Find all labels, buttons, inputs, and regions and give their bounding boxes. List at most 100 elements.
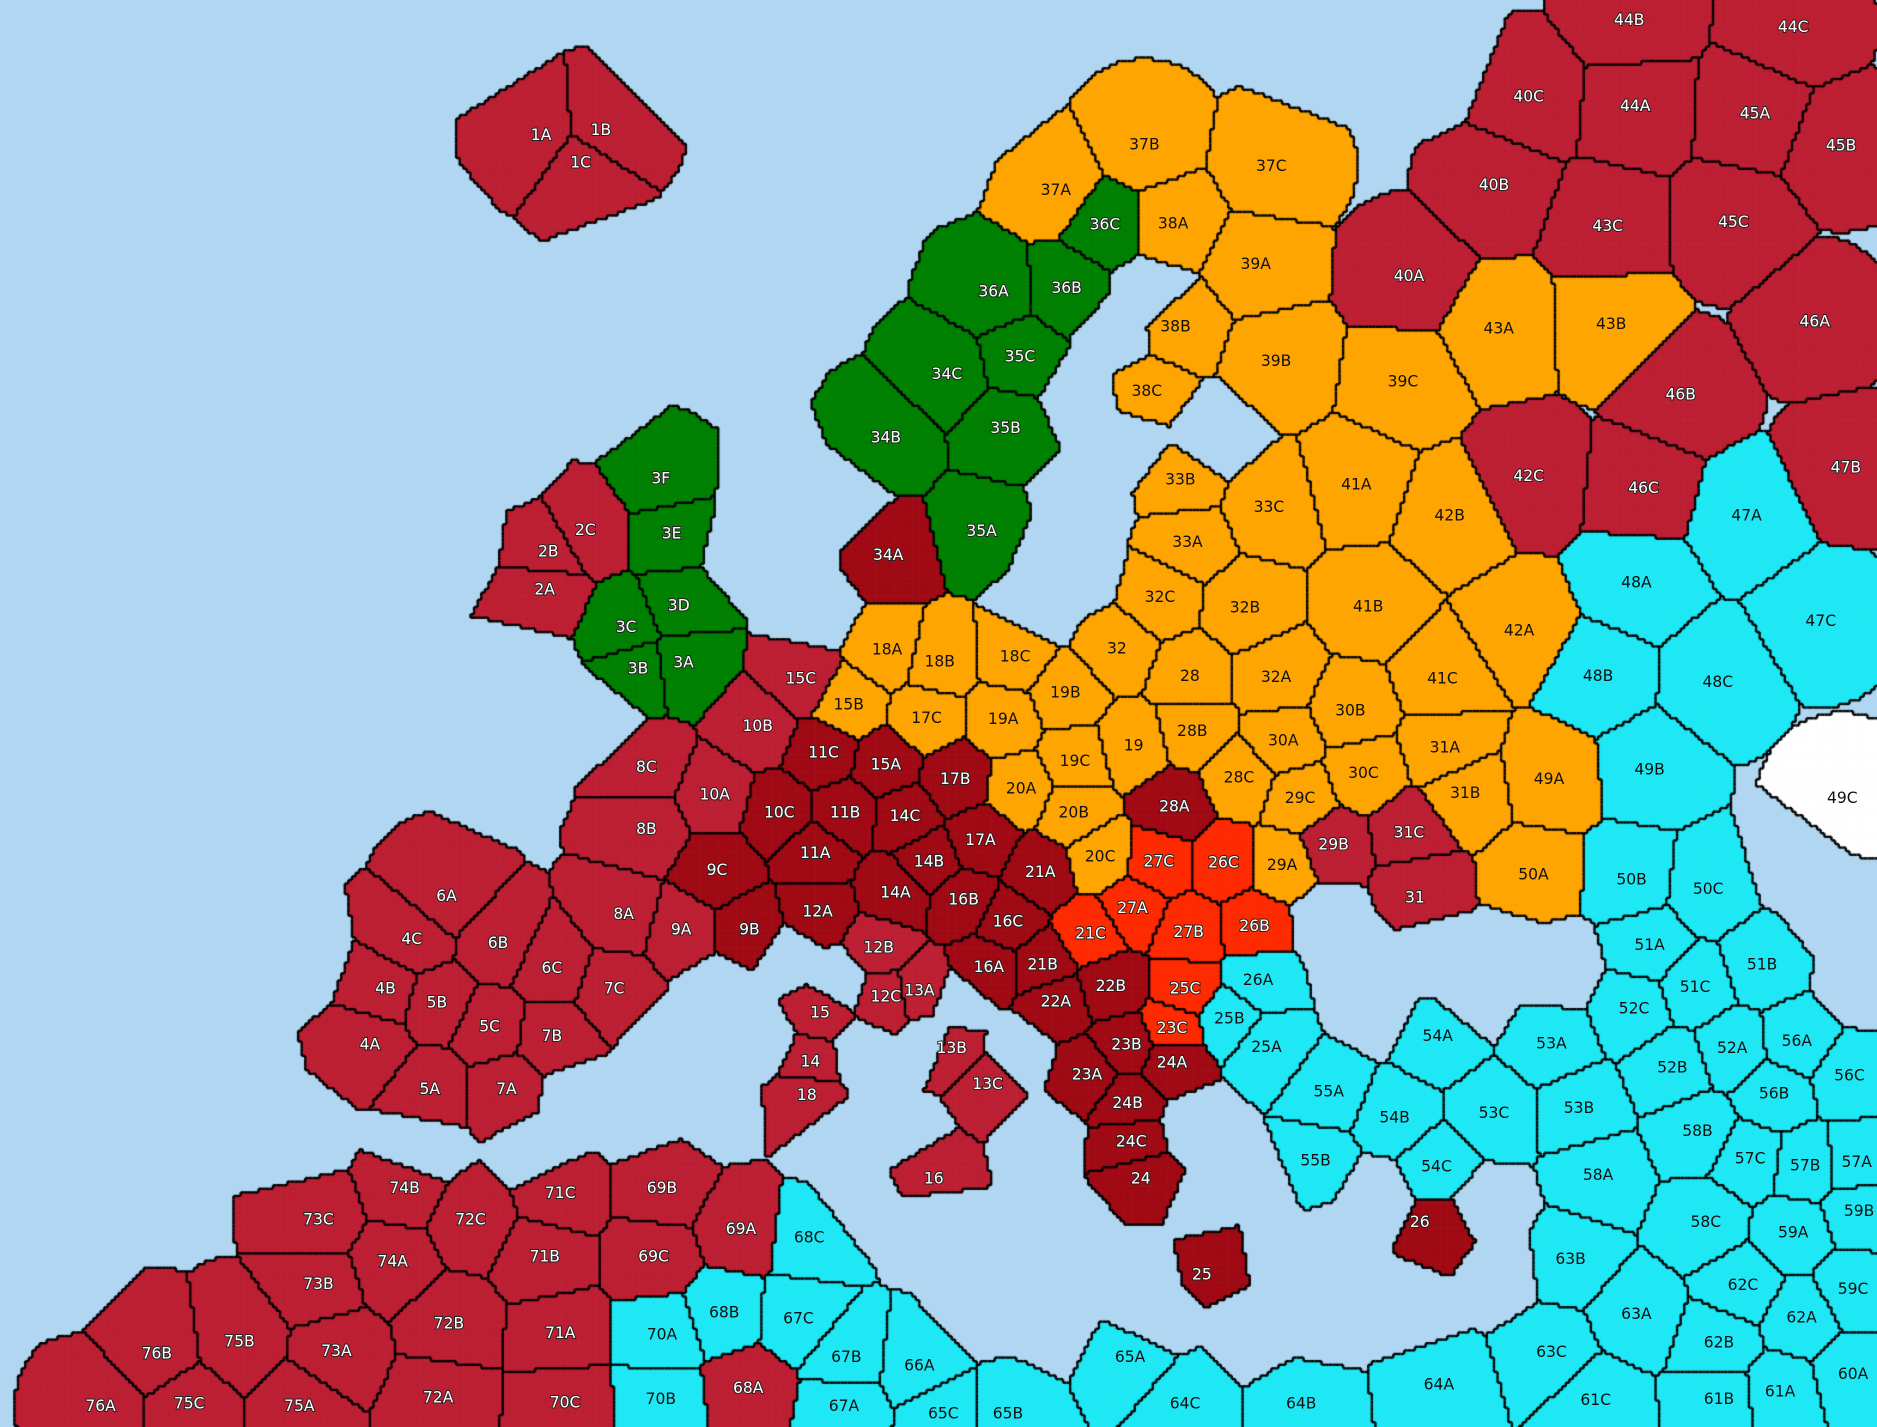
- region-label: 18B: [924, 653, 954, 671]
- region-label: 52A: [1717, 1039, 1748, 1057]
- region-label: 26B: [1239, 917, 1269, 935]
- region-label: 37C: [1256, 157, 1287, 175]
- region-label: 1A: [531, 126, 552, 144]
- region-label: 11A: [800, 844, 831, 862]
- region-label: 19B: [1050, 684, 1080, 702]
- region-label: 62C: [1728, 1276, 1759, 1294]
- region-label: 57B: [1790, 1156, 1820, 1174]
- region-label: 73B: [303, 1275, 333, 1293]
- region-label: 44C: [1778, 18, 1809, 36]
- region-label: 11B: [830, 803, 860, 821]
- region-label: 62A: [1786, 1309, 1817, 1327]
- region-label: 23A: [1072, 1066, 1103, 1084]
- region-label: 50C: [1693, 880, 1724, 898]
- region-label: 59B: [1844, 1202, 1874, 1220]
- region-label: 4A: [360, 1036, 381, 1054]
- region-label: 68A: [733, 1379, 764, 1397]
- region-label: 31B: [1450, 784, 1480, 802]
- region-label: 56B: [1759, 1085, 1789, 1103]
- region-label: 51A: [1634, 936, 1665, 954]
- region-label: 19C: [1060, 752, 1091, 770]
- region-label: 32C: [1145, 588, 1176, 606]
- region-label: 15C: [786, 669, 817, 687]
- region-label: 71A: [545, 1324, 576, 1342]
- region-label: 36B: [1051, 279, 1081, 297]
- region-label: 19: [1124, 736, 1144, 754]
- region-label: 5B: [427, 994, 448, 1012]
- region-label: 71C: [545, 1184, 576, 1202]
- region-label: 3A: [673, 654, 694, 672]
- region-label: 39A: [1241, 255, 1272, 273]
- region-label: 47C: [1805, 612, 1836, 630]
- region-label: 18: [797, 1086, 817, 1104]
- region-label: 16B: [948, 891, 978, 909]
- region-label: 32B: [1230, 599, 1260, 617]
- region-label: 25A: [1251, 1038, 1282, 1056]
- region-label: 67A: [829, 1397, 860, 1415]
- region-label: 26A: [1243, 971, 1274, 989]
- region-label: 24A: [1157, 1054, 1188, 1072]
- region-label: 16C: [993, 912, 1024, 930]
- region-label: 7B: [542, 1027, 563, 1045]
- region-label: 12C: [871, 988, 902, 1006]
- region-label: 2A: [534, 581, 555, 599]
- region-label: 60A: [1838, 1365, 1869, 1383]
- region-label: 71B: [529, 1247, 559, 1265]
- region-label: 40C: [1513, 88, 1544, 106]
- region-label: 3F: [651, 469, 670, 487]
- region-label: 13C: [972, 1075, 1003, 1093]
- region-label: 36C: [1090, 216, 1121, 234]
- region-label: 26: [1410, 1213, 1430, 1231]
- region-label: 70C: [550, 1394, 581, 1412]
- region-label: 75B: [224, 1332, 254, 1350]
- region-label: 20A: [1006, 779, 1037, 797]
- region-label: 50A: [1518, 866, 1549, 884]
- region-label: 32: [1107, 639, 1127, 657]
- region-label: 73C: [303, 1210, 334, 1228]
- region-label: 65B: [993, 1404, 1023, 1422]
- region-label: 74B: [389, 1179, 419, 1197]
- region-label: 64C: [1170, 1395, 1201, 1413]
- region-label: 69C: [638, 1247, 669, 1265]
- region-label: 54B: [1379, 1109, 1409, 1127]
- region-label: 41A: [1341, 475, 1372, 493]
- region-label: 41B: [1353, 597, 1383, 615]
- region-label: 20C: [1085, 848, 1116, 866]
- region-label: 64A: [1424, 1376, 1455, 1394]
- region-label: 37B: [1129, 135, 1159, 153]
- region-label: 27C: [1143, 852, 1174, 870]
- region-label: 34C: [932, 365, 963, 383]
- region-label: 10A: [699, 785, 730, 803]
- region-label: 22A: [1041, 992, 1072, 1010]
- region-label: 61C: [1580, 1391, 1611, 1409]
- region-label: 29B: [1318, 836, 1348, 854]
- region-label: 38C: [1131, 382, 1162, 400]
- region-label: 43A: [1484, 320, 1515, 338]
- region-label: 54C: [1421, 1158, 1452, 1176]
- region-label: 75C: [174, 1395, 205, 1413]
- region-label: 4C: [401, 930, 422, 948]
- region-label: 15A: [871, 755, 902, 773]
- region-label: 43B: [1596, 315, 1626, 333]
- region-label: 25: [1192, 1265, 1212, 1283]
- region-label: 40B: [1479, 176, 1509, 194]
- region-label: 2C: [575, 521, 596, 539]
- region-label: 72A: [423, 1389, 454, 1407]
- region-label: 67C: [783, 1310, 814, 1328]
- region-label: 56A: [1782, 1032, 1813, 1050]
- region-label: 35A: [966, 522, 997, 540]
- region-label: 28A: [1159, 797, 1190, 815]
- region-label: 65A: [1115, 1348, 1146, 1366]
- region-label: 45A: [1740, 104, 1771, 122]
- region-label: 49A: [1534, 770, 1565, 788]
- region-label: 13A: [904, 982, 935, 1000]
- region-label: 6B: [488, 934, 509, 952]
- region-label: 23C: [1157, 1019, 1188, 1037]
- region-label: 13B: [936, 1039, 966, 1057]
- region-label: 72C: [455, 1210, 486, 1228]
- region-label: 1B: [591, 121, 612, 139]
- region-label: 62B: [1704, 1334, 1734, 1352]
- region-label: 55B: [1300, 1152, 1330, 1170]
- region-label: 46A: [1800, 313, 1831, 331]
